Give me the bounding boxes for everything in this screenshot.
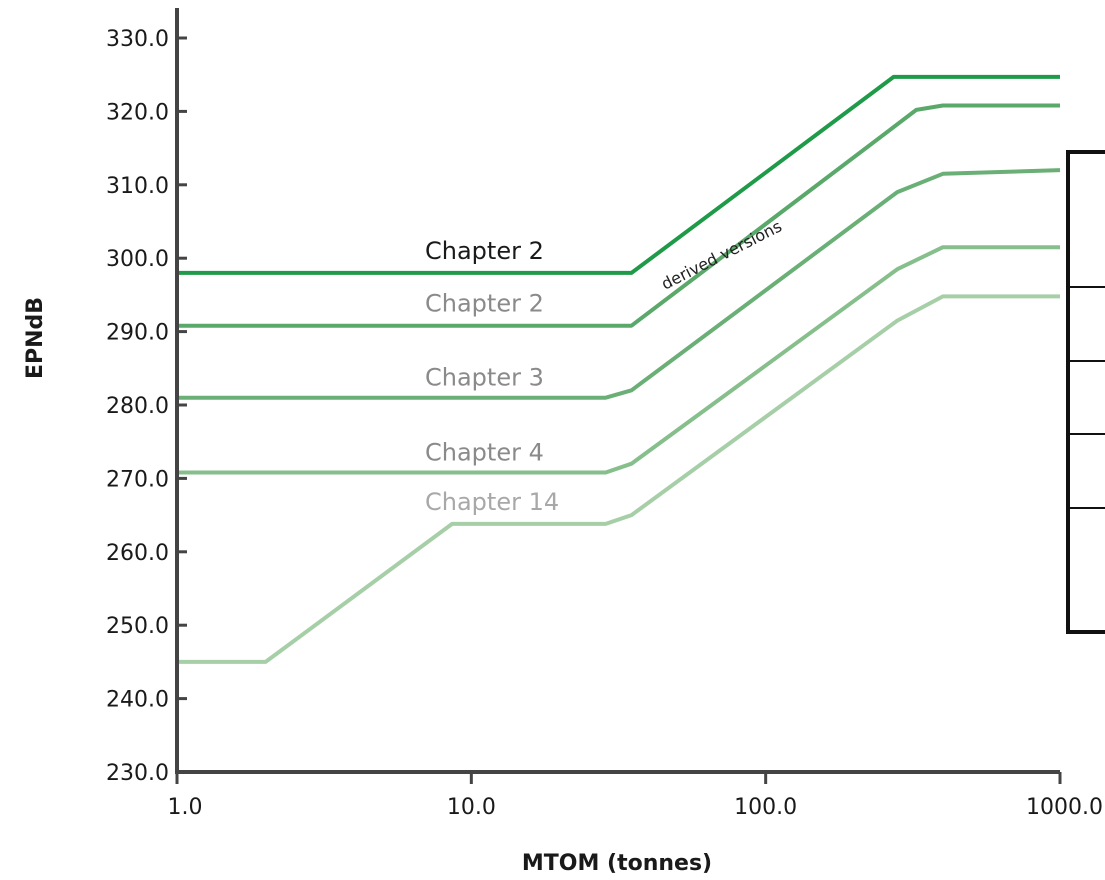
y-tick-label: 290.0 <box>106 321 169 346</box>
axes-layer: 230.0 240.0 250.0 260.0 270.0 280.0 290.0 300.0… <box>106 8 1103 820</box>
series-label-1: Chapter 2 <box>425 290 544 318</box>
series-label-4: Chapter 14 <box>425 488 559 516</box>
y-tick-label: 270.0 <box>106 467 169 492</box>
x-axis-title: MTOM (tonnes) <box>522 851 712 876</box>
x-tick-label: 1000.0 <box>1026 795 1103 820</box>
derived-versions-annotation: derived versions <box>658 216 785 293</box>
labels-layer: Chapter 2 Chapter 2 Chapter 3 Chapter 4 Chap… <box>425 237 559 516</box>
legend-bracket <box>1066 150 1105 634</box>
series-line-4 <box>177 294 1060 664</box>
series-label-2: Chapter 3 <box>425 364 544 392</box>
series-line-0 <box>177 74 1060 275</box>
series-line-3 <box>177 245 1060 475</box>
y-tick-label: 260.0 <box>106 541 169 566</box>
x-tick-label: 10.0 <box>447 795 496 820</box>
y-tick-label: 330.0 <box>106 27 169 52</box>
y-tick-label: 300.0 <box>106 247 169 272</box>
x-tick-label: 1.0 <box>168 795 203 820</box>
series-label-3: Chapter 4 <box>425 439 544 467</box>
y-tick-label: 230.0 <box>106 761 169 786</box>
y-tick-label: 240.0 <box>106 688 169 713</box>
y-tick-label: 280.0 <box>106 394 169 419</box>
y-axis-title: EPNdB <box>23 297 48 379</box>
series-line-2 <box>177 168 1061 400</box>
legend-box-frame <box>1066 150 1105 634</box>
x-tick-label: 100.0 <box>734 795 797 820</box>
series-line-1 <box>177 103 1060 328</box>
series-layer <box>177 74 1061 664</box>
y-tick-label: 320.0 <box>106 100 169 125</box>
y-tick-label: 310.0 <box>106 174 169 199</box>
series-label-0: Chapter 2 <box>425 237 544 265</box>
y-tick-label: 250.0 <box>106 614 169 639</box>
